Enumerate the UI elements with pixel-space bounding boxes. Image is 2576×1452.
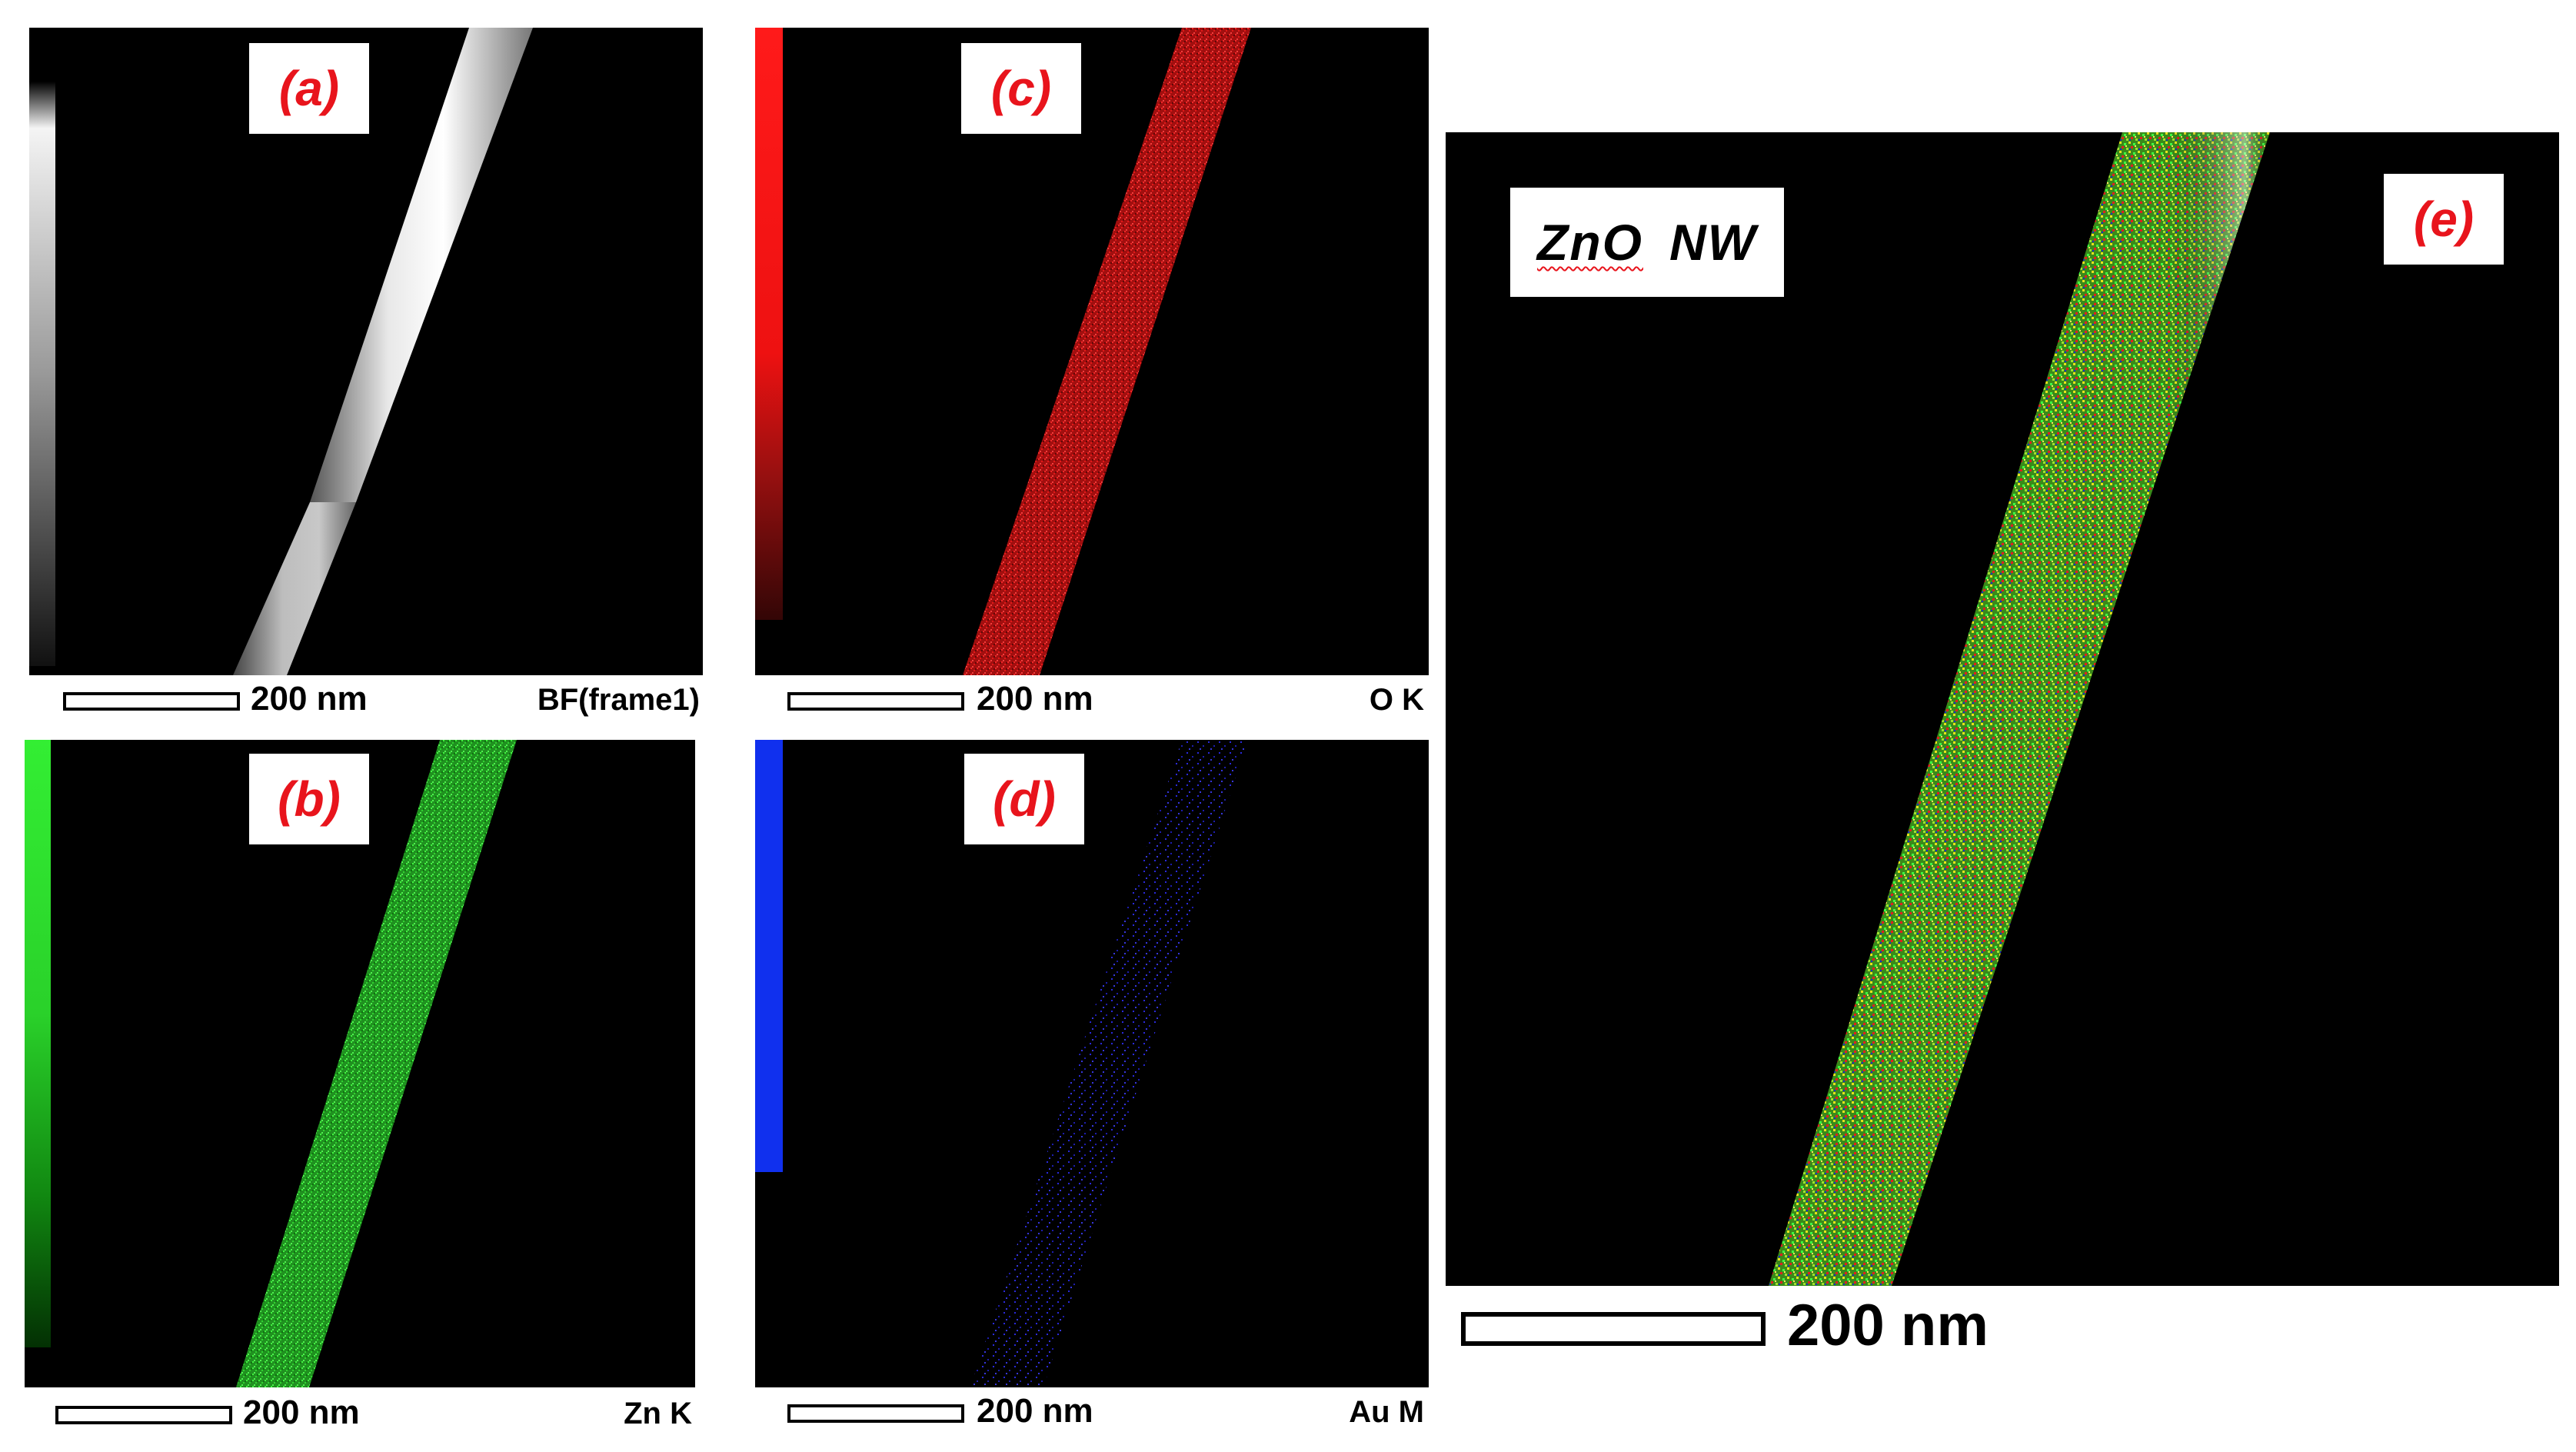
o-nanowire-signal <box>963 28 1251 675</box>
zn-nanowire-signal <box>236 740 517 1387</box>
panel-b-scale-bar <box>55 1406 232 1424</box>
panel-b-caption: Zn K <box>624 1397 692 1430</box>
zno-overlay-elemental-map <box>1446 132 2559 1286</box>
zn-k-elemental-map <box>25 740 695 1387</box>
panel-e-title-nw: NW <box>1669 214 1757 271</box>
panel-e-title: ZnO NW <box>1510 188 1784 297</box>
panel-e-scale-text: 200 nm <box>1787 1293 1989 1358</box>
panel-e-scale-bar <box>1461 1312 1766 1346</box>
panel-c-o-map: (c) <box>755 28 1429 675</box>
panel-c-caption: O K <box>1369 683 1424 717</box>
panel-a-scale-text: 200 nm <box>251 680 368 718</box>
panel-e-label: (e) <box>2384 174 2504 265</box>
panel-a-label: (a) <box>249 43 369 134</box>
panel-e-title-zno: ZnO <box>1537 214 1643 271</box>
panel-c-scale-bar <box>787 692 964 711</box>
panel-c-scale-text: 200 nm <box>977 680 1093 718</box>
nanowire-upper-segment <box>310 28 533 502</box>
nanowire-lower-segment <box>233 502 356 675</box>
panel-d-caption: Au M <box>1349 1395 1424 1429</box>
panel-d-scale-bar <box>787 1404 964 1423</box>
o-intensity-scale-bar <box>755 28 783 620</box>
panel-d-au-map: (d) <box>755 740 1429 1387</box>
panel-b-zn-map: (b) <box>25 740 695 1387</box>
au-nanowire-signal <box>970 740 1247 1387</box>
nanowire-edge-highlight <box>1769 132 2270 1286</box>
panel-a-scale-bar <box>63 692 240 711</box>
panel-b-label: (b) <box>249 754 369 844</box>
panel-a-caption: BF(frame1) <box>537 683 700 717</box>
intensity-scale-bar <box>29 82 55 666</box>
panel-d-label: (d) <box>964 754 1084 844</box>
au-m-elemental-map <box>755 740 1429 1387</box>
o-k-elemental-map <box>755 28 1429 675</box>
nanowire-bf-image <box>29 28 703 675</box>
panel-b-scale-text: 200 nm <box>243 1394 360 1431</box>
panel-a-bf-image: (a) <box>29 28 703 675</box>
zn-intensity-scale-bar <box>25 740 51 1347</box>
panel-e-overlay-map: ZnO NW (e) <box>1446 132 2559 1286</box>
panel-d-scale-text: 200 nm <box>977 1392 1093 1430</box>
au-intensity-scale-bar <box>755 740 783 1172</box>
panel-c-label: (c) <box>961 43 1081 134</box>
